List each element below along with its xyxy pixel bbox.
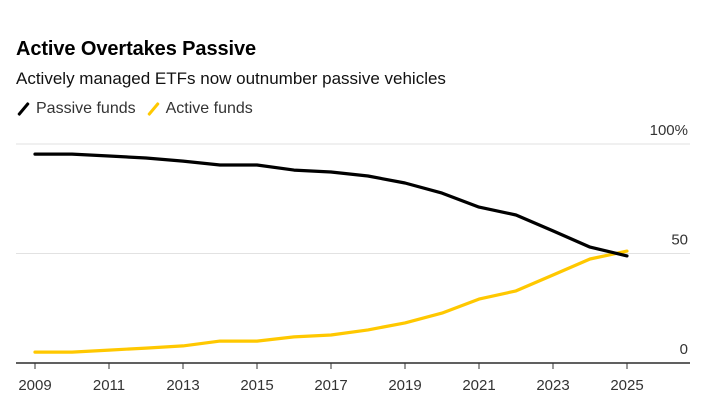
chart-subtitle: Actively managed ETFs now outnumber pass… bbox=[16, 69, 446, 88]
y-tick-label-0: 0 bbox=[680, 341, 688, 358]
x-tick-label-2019: 2019 bbox=[388, 377, 421, 394]
x-tick-label-2025: 2025 bbox=[610, 377, 643, 394]
chart-title: Active Overtakes Passive bbox=[16, 38, 256, 60]
x-tick-label-2021: 2021 bbox=[462, 377, 495, 394]
legend-item-active: Active funds bbox=[146, 100, 253, 118]
x-tick-label-2011: 2011 bbox=[93, 377, 125, 394]
x-tick-label-2009: 2009 bbox=[18, 377, 51, 394]
y-tick-label-100: 100% bbox=[650, 122, 688, 139]
x-tick-label-2015: 2015 bbox=[240, 377, 273, 394]
series-line-active bbox=[33, 249, 629, 354]
legend-label-active: Active funds bbox=[165, 100, 253, 117]
legend: Passive funds Active funds bbox=[16, 100, 263, 118]
x-tick-label-2013: 2013 bbox=[166, 377, 199, 394]
y-tick-label-50: 50 bbox=[671, 232, 688, 249]
x-tick-label-2023: 2023 bbox=[536, 377, 569, 394]
legend-label-passive: Passive funds bbox=[36, 100, 136, 117]
series-line-passive bbox=[33, 152, 629, 258]
legend-item-passive: Passive funds bbox=[16, 100, 136, 118]
x-tick-label-2017: 2017 bbox=[314, 377, 347, 394]
